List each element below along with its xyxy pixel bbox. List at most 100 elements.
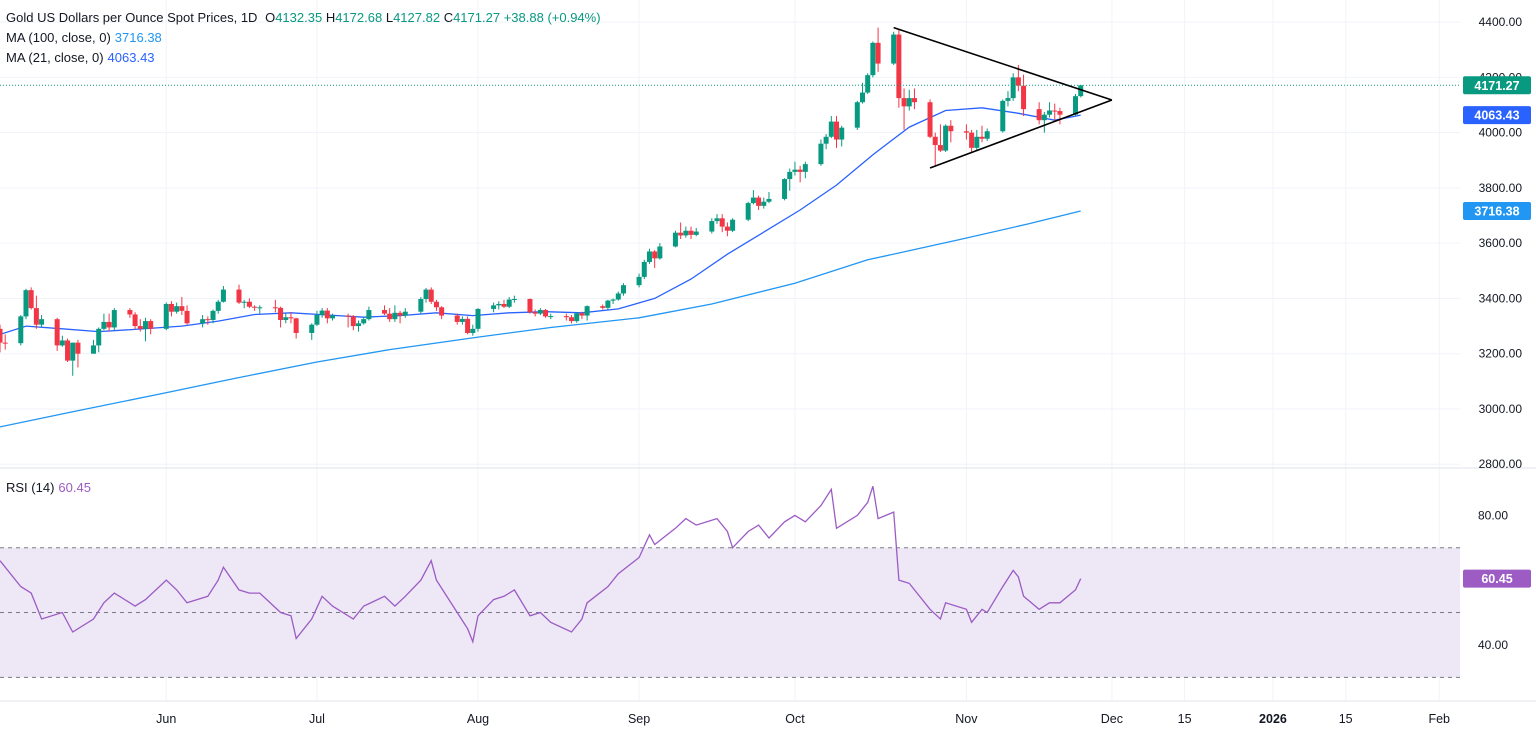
- candle: [828, 116, 834, 139]
- candle-body: [1047, 110, 1053, 115]
- candle-body: [278, 307, 284, 320]
- candle-body: [792, 169, 798, 172]
- candle: [220, 286, 226, 303]
- candle: [870, 41, 876, 78]
- candle-body: [859, 92, 865, 103]
- candle: [719, 214, 725, 233]
- candle: [54, 317, 60, 351]
- candle-body: [96, 328, 102, 346]
- candle: [548, 313, 554, 320]
- candle-body: [969, 132, 975, 148]
- candle: [750, 190, 756, 205]
- candle: [875, 27, 881, 72]
- candle-body: [252, 306, 258, 308]
- candle: [584, 305, 590, 321]
- candle: [23, 288, 29, 320]
- candle: [278, 306, 284, 328]
- candle-body: [423, 289, 429, 299]
- candle: [963, 124, 969, 140]
- rsi-tick-label: 80.00: [1478, 508, 1508, 522]
- ma100-tag-bg: [1463, 202, 1531, 221]
- candle-body: [563, 316, 569, 318]
- candle-body: [615, 293, 621, 300]
- candle-body: [683, 230, 689, 236]
- candle-body: [18, 316, 24, 344]
- candle: [527, 298, 533, 314]
- candle: [901, 88, 907, 130]
- candle: [366, 306, 372, 321]
- candle-body: [402, 311, 408, 316]
- candle-body: [75, 342, 81, 354]
- candle-body: [319, 310, 325, 316]
- candle-body: [366, 310, 372, 320]
- time-axis[interactable]: Jun Jul Aug Sep Oct Nov Dec 15 2026 15 Feb: [156, 712, 1450, 726]
- time-tick-label: 15: [1178, 712, 1192, 726]
- candle-body: [963, 131, 969, 133]
- candle: [543, 308, 549, 318]
- candle: [1047, 102, 1053, 118]
- candle-body: [142, 321, 148, 329]
- candle: [657, 243, 663, 260]
- candle: [927, 99, 933, 139]
- candle: [324, 308, 330, 324]
- candle: [501, 299, 507, 309]
- price-tick-label: 2800.00: [1479, 457, 1523, 471]
- candle-body: [330, 315, 336, 319]
- price-tick-label: 3600.00: [1479, 236, 1523, 250]
- candle: [96, 327, 102, 353]
- candle: [854, 100, 860, 130]
- candle: [636, 273, 642, 288]
- candle-body: [875, 42, 881, 64]
- candle: [1073, 93, 1079, 117]
- candle: [782, 178, 788, 201]
- candle: [1036, 102, 1042, 125]
- candle-body: [54, 319, 60, 346]
- candle: [246, 298, 252, 309]
- candle-body: [761, 201, 767, 206]
- candle: [506, 297, 512, 309]
- candle-body: [839, 127, 845, 140]
- time-tick-label: Jul: [309, 712, 325, 726]
- candle: [0, 324, 3, 353]
- candle-body: [309, 324, 315, 333]
- candle-body: [709, 221, 715, 232]
- candle-body: [511, 298, 517, 300]
- high-label: H: [325, 10, 336, 25]
- candle: [106, 313, 112, 332]
- candle-body: [943, 125, 949, 151]
- candle-body: [59, 340, 65, 346]
- ma100-layer: [0, 210, 1081, 428]
- candle: [205, 316, 211, 325]
- candle-body: [532, 312, 538, 314]
- legend-title: Gold US Dollars per Ounce Spot Prices, 1…: [6, 10, 258, 25]
- candle: [330, 313, 336, 321]
- candle-body: [527, 298, 533, 313]
- candle: [1021, 74, 1027, 117]
- triangle-upper-line: [893, 26, 1113, 101]
- candle: [730, 218, 736, 233]
- candle-body: [283, 317, 289, 320]
- candle-body: [127, 310, 133, 315]
- candle: [574, 312, 580, 323]
- candle-body: [220, 289, 226, 302]
- candle-body: [646, 251, 652, 262]
- candle-body: [0, 328, 3, 343]
- ma21-layer: [0, 107, 1081, 336]
- candle: [65, 338, 71, 362]
- price-axis[interactable]: 4400.004200.004000.003800.003600.003400.…: [1463, 15, 1531, 652]
- candle: [381, 305, 387, 316]
- legend-ma21: MA (21, close, 0) 4063.43: [6, 48, 155, 68]
- candle: [792, 161, 798, 176]
- candle-body: [823, 136, 829, 144]
- candle: [865, 73, 871, 94]
- candle-body: [132, 314, 138, 327]
- candle-body: [537, 310, 543, 314]
- open-value: 4132.35: [275, 10, 323, 25]
- ma21-value: 4063.43: [107, 50, 155, 65]
- candle-body: [33, 308, 39, 325]
- candle-body: [236, 289, 242, 303]
- candle: [168, 301, 174, 317]
- candle: [163, 302, 169, 331]
- rsi-label: RSI (14): [6, 480, 55, 495]
